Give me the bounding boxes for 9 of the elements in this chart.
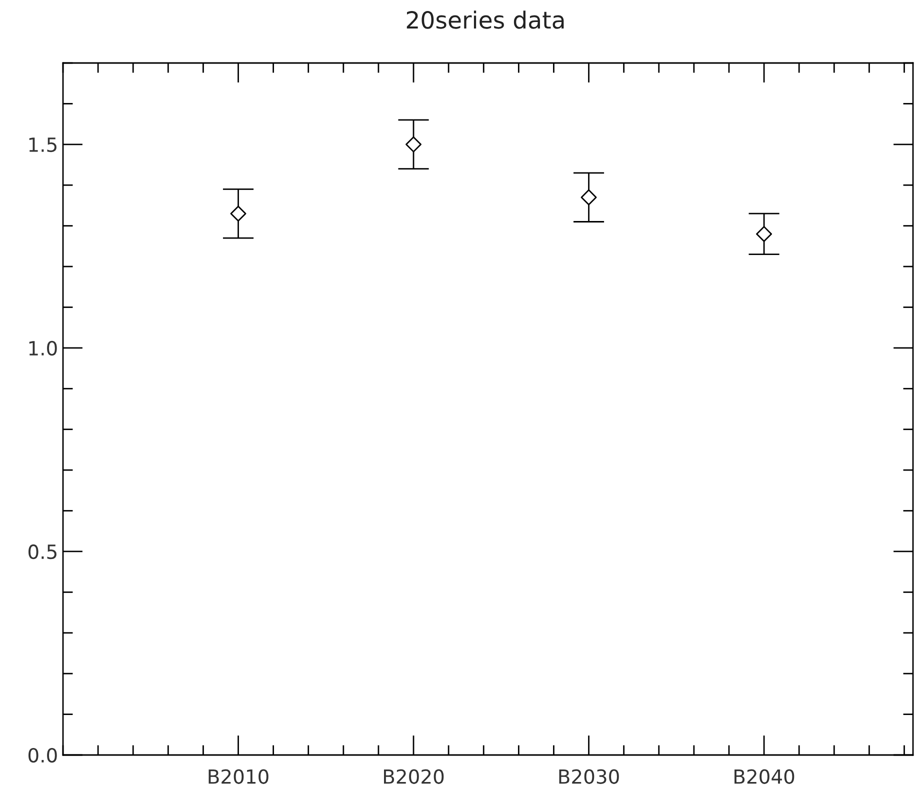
y-tick-label: 0.0: [28, 748, 57, 763]
y-tick-label: 1.5: [29, 138, 56, 152]
x-tick-label: B2030: [559, 769, 619, 784]
y-tick-label: 0.5: [28, 544, 56, 560]
y-tick-label: 1.0: [29, 340, 57, 356]
x-tick-label: B2010: [208, 769, 268, 784]
x-tick-label: B2020: [384, 769, 444, 784]
x-tick-label: B2040: [734, 769, 794, 784]
chart-title: 20series data: [406, 10, 564, 29]
